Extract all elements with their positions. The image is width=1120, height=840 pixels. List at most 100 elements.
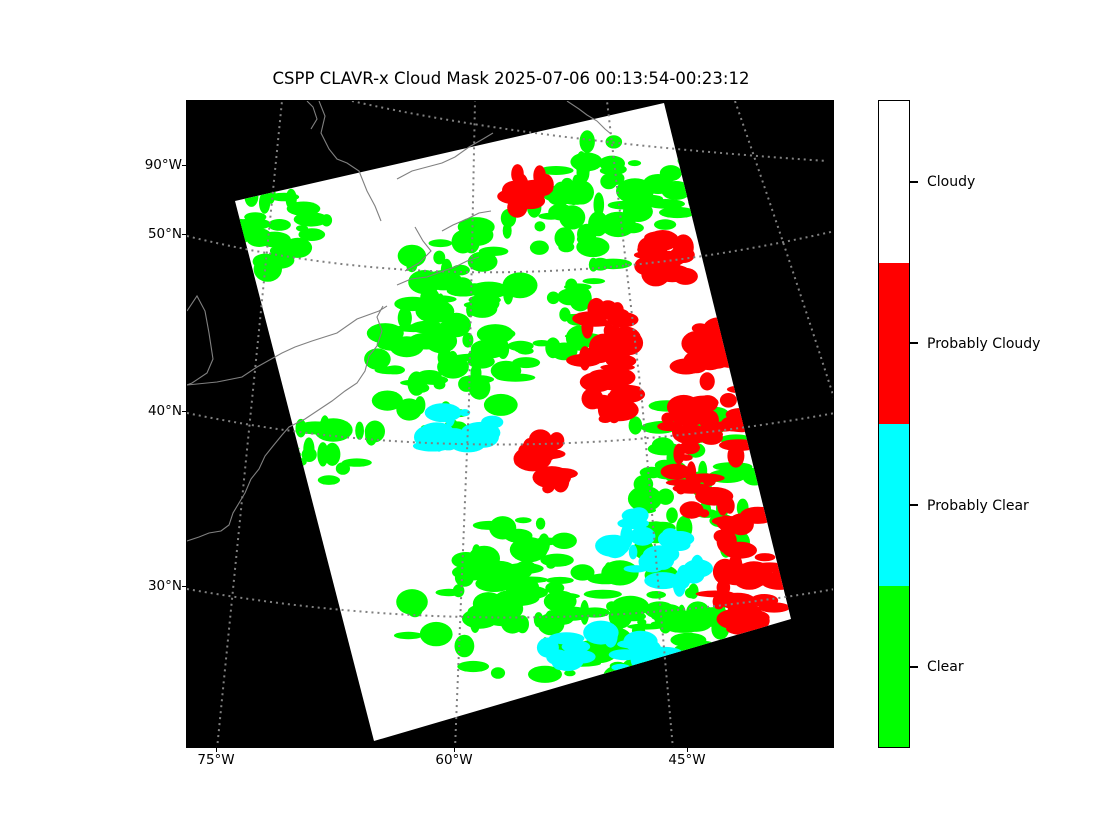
cloud-mask-patch — [679, 501, 704, 519]
colorbar-label-clear: Clear — [927, 659, 964, 675]
cloud-mask-patch — [270, 442, 297, 468]
cloud-mask-patch — [577, 319, 613, 327]
cloud-mask-patch — [659, 206, 696, 219]
cloud-mask-patch — [663, 186, 679, 199]
cloud-mask-patch — [565, 278, 578, 292]
lat-tick — [182, 411, 186, 412]
cloud-mask-patch — [457, 660, 490, 673]
cloud-mask-patch — [726, 385, 755, 394]
cloud-mask-patch — [699, 372, 715, 391]
cloud-mask-patch — [644, 572, 682, 590]
cloud-mask-patch — [583, 589, 622, 599]
cloud-mask-patch — [724, 348, 742, 357]
cloud-mask-patch — [691, 352, 704, 366]
cloud-mask-patch — [568, 180, 594, 205]
cloud-mask-patch — [714, 351, 747, 368]
colorbar-label-probably-clear: Probably Clear — [927, 498, 1029, 514]
cloud-mask-patch — [218, 243, 231, 253]
cloud-mask-patch — [371, 390, 403, 411]
cloud-mask-patch — [396, 589, 428, 615]
cloud-mask-patch — [517, 530, 530, 553]
cloud-mask-patch — [627, 485, 663, 512]
cloud-mask-patch — [716, 529, 737, 554]
cloud-mask-patch — [295, 418, 307, 438]
cloud-mask-patch — [551, 532, 577, 549]
cloud-mask-patch — [673, 443, 685, 465]
colorbar-tick — [910, 181, 918, 183]
cloud-mask-patch — [557, 288, 582, 306]
lon-tick — [216, 748, 217, 752]
cloud-mask-patch — [437, 321, 450, 345]
cloud-mask-patch — [599, 166, 621, 175]
cloud-mask-patch — [606, 601, 618, 612]
cloud-mask-patch — [754, 553, 776, 562]
cloud-mask-patch — [752, 562, 787, 573]
cloud-mask-patch — [451, 230, 475, 254]
cloud-mask-patch — [589, 333, 619, 360]
cloud-mask-patch — [502, 272, 538, 299]
cloud-mask-patch — [726, 622, 758, 635]
cloud-mask-patch — [546, 291, 560, 305]
cloud-mask-patch — [301, 447, 317, 463]
cloud-mask-patch — [614, 223, 623, 237]
cloud-mask-patch — [536, 173, 554, 196]
cloud-mask-patch — [266, 181, 276, 204]
cloud-mask-patch — [716, 491, 729, 516]
cloud-mask-patch — [529, 240, 549, 255]
cloud-mask-patch — [517, 347, 534, 355]
cloud-mask-patch — [269, 192, 300, 202]
cloud-mask-patch — [621, 508, 647, 523]
cloud-mask-patch — [682, 413, 693, 422]
cloud-mask-patch — [720, 311, 730, 337]
lon-label-45w: 45°W — [668, 752, 706, 768]
cloud-mask-patch — [593, 192, 605, 217]
cloud-mask-patch — [400, 379, 428, 386]
cloud-mask-patch — [374, 366, 405, 375]
cloud-mask-patch — [742, 467, 767, 486]
cloud-mask-patch — [599, 307, 629, 319]
cloud-mask-patch — [516, 560, 536, 571]
cloud-mask-patch — [433, 250, 446, 265]
lon-label-60w: 60°W — [435, 752, 473, 768]
cloud-mask-patch — [712, 558, 738, 585]
cloud-mask-patch — [258, 231, 291, 248]
cloud-mask-patch — [542, 484, 553, 494]
cloud-mask-patch — [397, 244, 427, 268]
cloud-mask-patch — [472, 520, 506, 530]
cloud-mask-patch — [516, 615, 529, 634]
cloud-mask-patch — [767, 572, 791, 580]
cloud-mask-patch — [267, 219, 291, 231]
cloud-mask-patch — [639, 197, 649, 216]
cloud-mask-patch — [424, 403, 462, 423]
cloud-mask-patch — [490, 667, 506, 679]
cloud-mask-patch — [376, 337, 410, 351]
cloud-mask-patch — [502, 222, 512, 239]
cloud-mask-patch — [428, 239, 453, 248]
cloud-mask-patch — [660, 463, 691, 480]
colorbar-tick — [910, 342, 918, 344]
cloud-mask-patch — [439, 428, 469, 448]
cloud-mask-patch — [468, 375, 491, 400]
cloud-mask-patch — [495, 373, 536, 382]
cloud-mask-patch — [398, 301, 414, 311]
colorbar — [878, 100, 910, 748]
cloud-mask-patch — [365, 424, 378, 446]
cloud-mask-patch — [467, 251, 498, 272]
cloud-mask-patch — [623, 565, 649, 573]
lat-label-50n: 50°N — [147, 226, 182, 242]
cloud-mask-patch — [341, 458, 372, 467]
cloud-mask-patch — [278, 442, 295, 468]
colorbar-tick — [910, 504, 918, 506]
cloud-mask-patch — [672, 483, 711, 494]
cloud-mask-patch — [321, 214, 333, 227]
cloud-mask-patch — [472, 592, 504, 616]
cloud-mask-patch — [283, 237, 313, 258]
cloud-mask-patch — [647, 442, 681, 456]
cloud-mask-patch — [549, 466, 562, 486]
cloud-mask-patch — [407, 332, 445, 350]
cloud-mask-patch — [654, 219, 677, 230]
colorbar-label-cloudy: Cloudy — [927, 174, 976, 190]
cloud-mask-patch — [324, 442, 341, 466]
cloud-mask-patch — [672, 571, 686, 597]
cloud-mask-patch — [629, 186, 640, 193]
